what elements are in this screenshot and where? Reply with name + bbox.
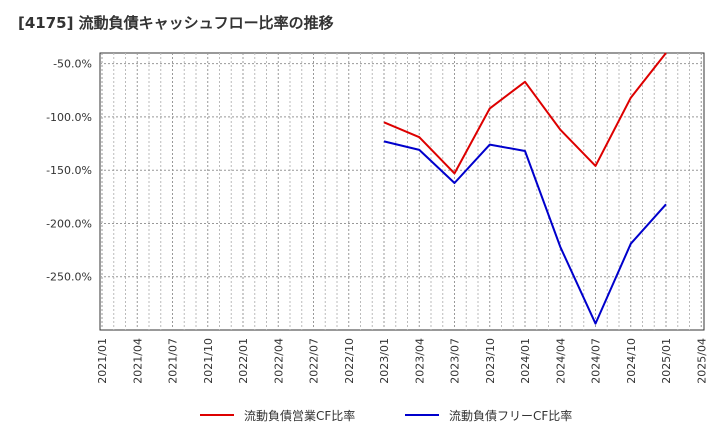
x-tick-label: 2025/01 [660,338,673,384]
x-tick-label: 2023/10 [484,338,497,384]
x-tick-label: 2024/10 [625,338,638,384]
y-tick-label: -200.0% [46,217,92,230]
series-layer [383,52,667,325]
y-tick-label: -150.0% [46,164,92,177]
series-line [383,52,667,175]
chart-title: [4175] 流動負債キャッシュフロー比率の推移 [18,14,334,32]
x-tick-label: 2025/04 [695,338,708,384]
x-tick-label: 2023/07 [449,338,462,384]
x-tick-label: 2022/01 [237,338,250,384]
x-tick-label: 2023/01 [378,338,391,384]
y-tick-label: -100.0% [46,111,92,124]
legend-label: 流動負債フリーCF比率 [449,408,572,423]
x-tick-label: 2021/01 [96,338,109,384]
plot-area [99,52,705,331]
series-line [383,140,667,325]
x-tick-label: 2021/10 [202,338,215,384]
x-tick-label: 2024/04 [554,338,567,384]
axis-layer: 2021/01 2021/04 2021/07 2021/10 2022/01 2022/… [46,58,708,384]
legend-label: 流動負債営業CF比率 [244,408,355,423]
y-tick-label: -50.0% [53,58,92,71]
legend: 流動負債営業CF比率 流動負債フリーCF比率 [200,408,572,423]
x-tick-label: 2022/07 [308,338,321,384]
x-tick-label: 2023/04 [413,338,426,384]
grid-layer [100,53,704,330]
x-tick-label: 2022/10 [343,338,356,384]
x-tick-label: 2024/07 [590,338,603,384]
x-tick-label: 2021/04 [131,338,144,384]
x-tick-label: 2021/07 [167,338,180,384]
y-tick-label: -250.0% [46,271,92,284]
x-tick-label: 2024/01 [519,338,532,384]
x-tick-label: 2022/04 [272,338,285,384]
